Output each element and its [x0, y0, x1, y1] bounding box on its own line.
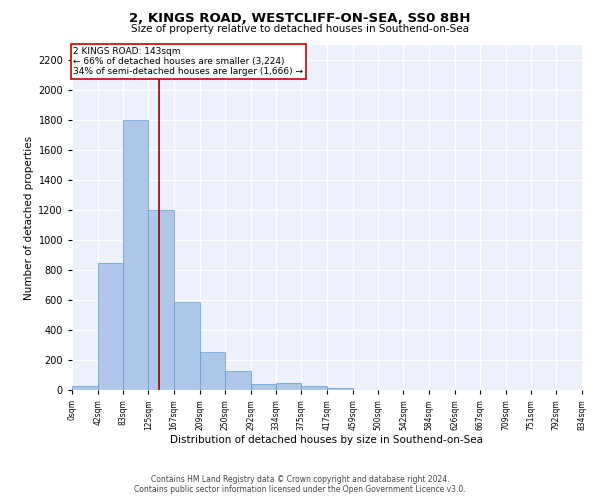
Bar [98, 263, 123, 390]
Bar [174, 302, 200, 390]
Bar [123, 120, 148, 390]
Bar [225, 370, 251, 390]
Text: Size of property relative to detached houses in Southend-on-Sea: Size of property relative to detached ho… [131, 24, 469, 34]
Text: 2, KINGS ROAD, WESTCLIFF-ON-SEA, SS0 8BH: 2, KINGS ROAD, WESTCLIFF-ON-SEA, SS0 8BH [129, 12, 471, 26]
Bar [72, 386, 98, 390]
Bar [200, 352, 225, 390]
Text: 2 KINGS ROAD: 143sqm
← 66% of detached houses are smaller (3,224)
34% of semi-de: 2 KINGS ROAD: 143sqm ← 66% of detached h… [73, 46, 303, 76]
Bar [148, 210, 174, 390]
Text: Contains HM Land Registry data © Crown copyright and database right 2024.
Contai: Contains HM Land Registry data © Crown c… [134, 474, 466, 494]
Y-axis label: Number of detached properties: Number of detached properties [24, 136, 34, 300]
Bar [276, 383, 301, 390]
Bar [327, 388, 353, 390]
Bar [301, 386, 327, 390]
Bar [251, 384, 276, 390]
X-axis label: Distribution of detached houses by size in Southend-on-Sea: Distribution of detached houses by size … [170, 436, 484, 446]
